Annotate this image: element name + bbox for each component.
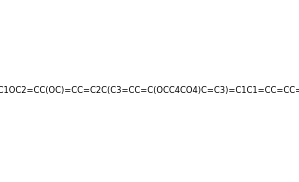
Text: O=C1OC2=CC(OC)=CC=C2C(C3=CC=C(OCC4CO4)C=C3)=C1C1=CC=CC=C1: O=C1OC2=CC(OC)=CC=C2C(C3=CC=C(OCC4CO4)C=…: [0, 86, 299, 96]
